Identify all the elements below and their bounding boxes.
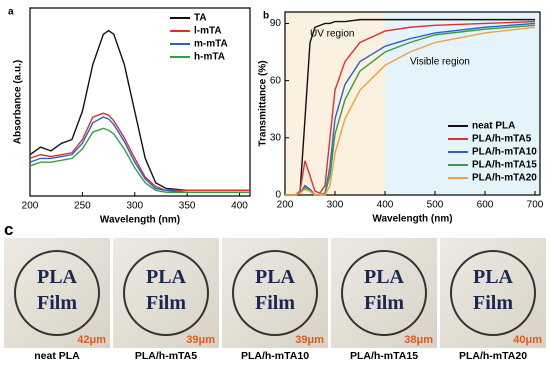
film-text: PLA [473,266,513,288]
y-tick-label: 90 [270,18,282,29]
y-tick-label: 60 [270,75,282,86]
y-axis-title: Absorbance (a.u.) [13,60,24,144]
plot-frame [284,11,541,196]
film-circle [341,250,427,336]
x-tick-label: 350 [179,201,196,212]
photo: PLA Film 39μm [113,238,219,348]
photo-caption: PLA/h-mTA15 [349,350,419,362]
series-line [29,112,250,192]
series-line [285,22,536,196]
x-tick-label: 400 [231,201,248,212]
panel-label: b [263,11,269,22]
x-axis-title: Wavelength (nm) [100,215,180,226]
y-tick-label: 0 [275,190,281,201]
plot-frame [29,7,251,197]
film-circle [232,250,318,336]
film-text: PLA [37,266,77,288]
legend-label: m-mTA [194,39,228,50]
series-line [285,26,536,196]
x-tick-label: 300 [327,200,344,211]
panel-label: c [4,220,14,239]
x-tick-label: 600 [477,200,494,211]
photo: PLA Film 38μm [331,238,437,348]
region-label: Visible region [410,57,470,68]
photo: PLA Film 42μm [4,238,110,348]
x-axis-title: Wavelength (nm) [372,214,452,225]
series-line [285,20,536,196]
thickness-label: 38μm [404,334,433,346]
x-tick-label: 500 [427,200,444,211]
photo: PLA Film 40μm [440,238,546,348]
film-text: PLA [364,266,404,288]
film-text: Film [255,292,295,314]
legend-label: l-mTA [194,26,222,37]
legend-label: PLA/h-mTA5 [472,134,532,145]
photo: PLA Film 39μm [222,238,328,348]
series-line [285,18,535,196]
series-line [29,127,250,193]
region-label: UV region [310,29,354,40]
photo-panel: c PLA Film 42μm neat PLA PLA Film 39μm PLA/h-mT… [0,220,550,366]
photo-caption: PLA/h-mTA5 [134,350,198,362]
x-tick-label: 200 [22,201,39,212]
photo-caption: neat PLA [34,350,80,362]
photo-caption: PLA/h-mTA20 [458,350,528,362]
film-text: PLA [146,266,186,288]
film-circle [123,250,209,336]
panel-label: a [8,7,14,18]
series-line [285,24,536,196]
film-text: Film [37,292,77,314]
legend-label: PLA/h-mTA20 [472,173,537,184]
film-circle [450,250,536,336]
thickness-label: 42μm [77,334,106,346]
film-text: Film [364,292,404,314]
y-tick-label: 30 [270,132,282,143]
x-tick-label: 300 [126,201,143,212]
legend-label: h-mTA [194,52,225,63]
film-text: Film [146,292,186,314]
thickness-label: 39μm [295,334,324,346]
x-tick-label: 200 [277,200,294,211]
x-tick-label: 700 [527,200,544,211]
film-circle [14,250,100,336]
film-text: Film [473,292,513,314]
film-text: PLA [255,266,295,288]
legend-label: PLA/h-mTA15 [472,160,537,171]
thickness-label: 40μm [513,334,542,346]
photo-caption: PLA/h-mTA10 [240,350,310,362]
y-axis-title: Transmittance (%) [258,60,269,146]
thickness-label: 39μm [186,334,215,346]
legend-label: PLA/h-mTA10 [472,147,537,158]
legend-label: TA [194,13,207,24]
x-tick-label: 400 [377,200,394,211]
legend-label: neat PLA [472,121,515,132]
x-tick-label: 250 [74,201,91,212]
